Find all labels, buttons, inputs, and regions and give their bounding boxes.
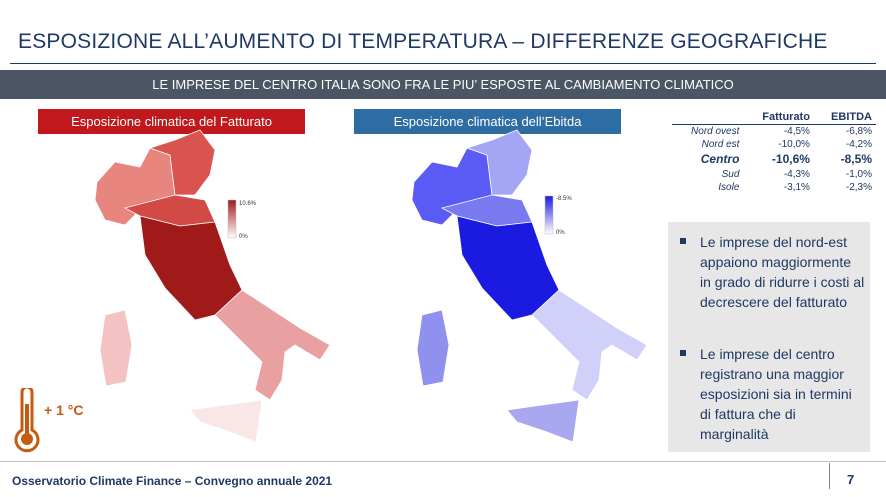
bullet-icon	[680, 238, 686, 244]
footer-text: Osservatorio Climate Finance – Convegno …	[12, 474, 333, 488]
bullet: Le imprese del nord-est appaiono maggior…	[700, 234, 865, 310]
table-row: Sud -4,3% -1,0%	[672, 168, 876, 181]
row-label: Sud	[721, 169, 740, 180]
map-region	[214, 289, 331, 401]
rule	[0, 461, 886, 462]
page-number: 7	[847, 472, 855, 487]
row-label: Centro	[700, 152, 740, 166]
bullet-icon	[680, 350, 686, 356]
title: ESPOSIZIONE ALL’AUMENTO DI TEMPERATURA –…	[18, 30, 828, 53]
table-row: Nord est -10,0% -4,2%	[672, 138, 876, 151]
map-region	[531, 289, 648, 401]
cell: -10,6%	[771, 152, 810, 166]
bullet: Le imprese del centro registrano una mag…	[700, 346, 852, 442]
legend-min: 0%	[556, 230, 565, 236]
rule	[10, 63, 876, 64]
maps: 10.6% 0% -8.5% 0%	[94, 129, 648, 443]
cell: -8,5%	[840, 152, 872, 166]
row-label: Nord est	[701, 139, 740, 150]
row-label: Nord ovest	[691, 126, 740, 137]
column-header: Fatturato	[743, 110, 814, 125]
subtitle-banner: LE IMPRESE DEL CENTRO ITALIA SONO FRA LE…	[0, 70, 886, 99]
thermometer-icon	[14, 388, 40, 453]
cell: -4,2%	[845, 139, 872, 150]
map-region	[465, 129, 533, 196]
panel-title: Esposizione climatica dell’Ebitda	[354, 109, 621, 134]
table-row: Nord ovest -4,5% -6,8%	[672, 125, 876, 139]
column-header: EBITDA	[813, 110, 876, 125]
cell: -10,0%	[778, 139, 810, 150]
row-label: Isole	[718, 182, 740, 193]
legend-max: -8.5%	[556, 196, 572, 202]
table: Fatturato EBITDA Nord ovest -4,5% -6,8% Nord…	[672, 110, 876, 194]
map-region	[99, 309, 133, 387]
table-row: Centro -10,6% -8,5%	[672, 151, 876, 168]
cell: -4,3%	[783, 169, 810, 180]
cell: -2,3%	[845, 182, 872, 193]
cell: -4,5%	[783, 126, 810, 137]
legend-min: 0%	[239, 234, 248, 240]
bullet-box: Le imprese del nord-est appaiono maggior…	[668, 222, 870, 452]
legend-scale	[544, 195, 554, 235]
legend-scale	[227, 199, 237, 239]
map-region	[189, 399, 263, 443]
map-region	[416, 309, 450, 387]
legend-max: 10.6%	[239, 201, 257, 207]
map-region	[148, 129, 216, 196]
icon-label: + 1 °C	[44, 402, 84, 418]
rule	[829, 463, 830, 489]
cell: -1,0%	[845, 169, 872, 180]
map-region	[506, 399, 580, 443]
cell: -6,8%	[845, 126, 872, 137]
table-row: Isole -3,1% -2,3%	[672, 181, 876, 194]
cell: -3,1%	[783, 182, 810, 193]
panel-title: Esposizione climatica del Fatturato	[38, 109, 305, 134]
